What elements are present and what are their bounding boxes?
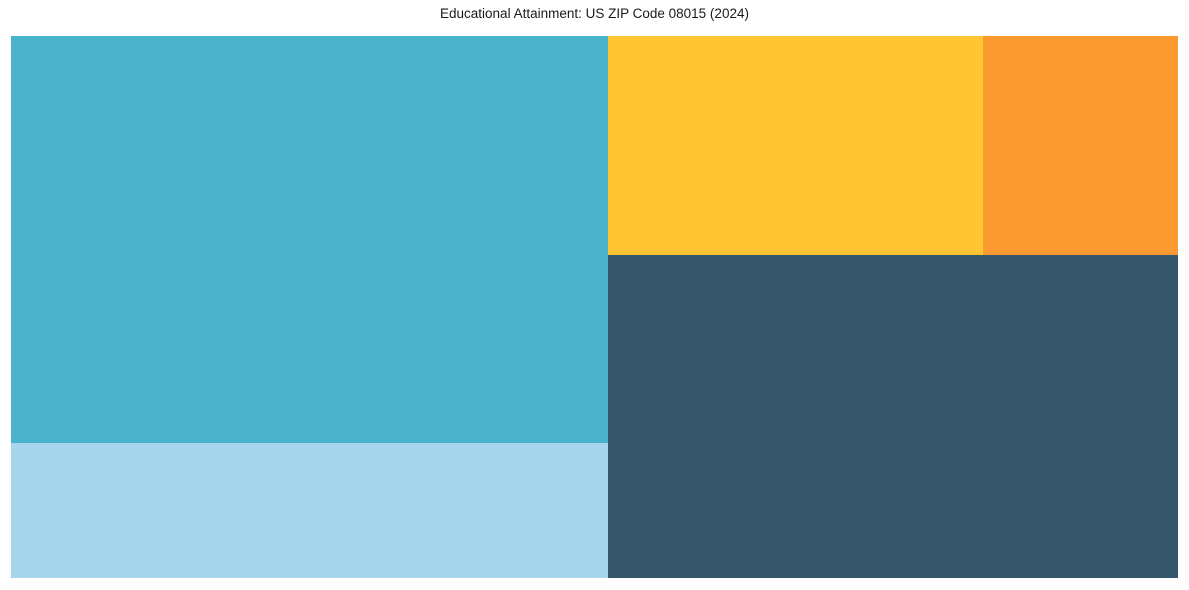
treemap-tile-1[interactable] <box>11 36 609 443</box>
treemap-tile-2[interactable] <box>608 255 1178 578</box>
treemap-tile-3[interactable] <box>608 36 983 256</box>
treemap-tile-4[interactable] <box>11 442 609 578</box>
treemap-tile-5[interactable] <box>982 36 1178 256</box>
chart-title: Educational Attainment: US ZIP Code 0801… <box>440 6 749 21</box>
treemap-plot-area <box>11 36 1178 578</box>
